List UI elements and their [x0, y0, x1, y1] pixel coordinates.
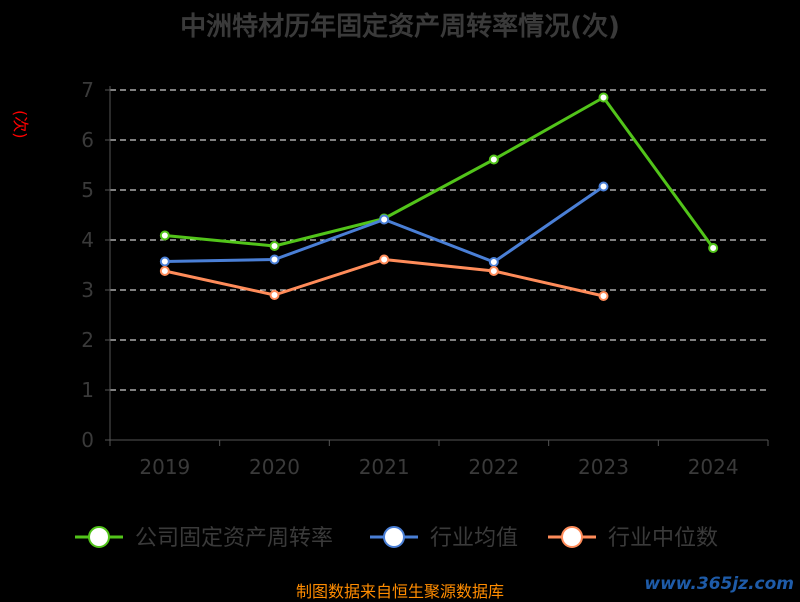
data-source-note: 制图数据来自恒生聚源数据库 — [295, 582, 504, 601]
y-tick-label: 5 — [81, 178, 94, 202]
x-tick-label: 2019 — [139, 455, 190, 479]
y-tick-label: 4 — [81, 228, 94, 252]
data-point — [598, 291, 609, 301]
data-point — [269, 290, 280, 300]
series-line — [164, 258, 604, 298]
legend-marker — [561, 526, 583, 548]
watermark: www.365jz.com — [644, 574, 794, 594]
x-tick-label: 2024 — [688, 455, 739, 479]
x-tick-label: 2021 — [359, 455, 410, 479]
data-point — [269, 241, 280, 251]
y-tick-label: 0 — [81, 428, 94, 452]
data-point — [598, 92, 609, 103]
data-point — [598, 181, 609, 192]
data-point — [159, 230, 170, 241]
data-point — [488, 154, 499, 165]
data-point — [708, 243, 719, 253]
data-point — [379, 254, 390, 265]
x-tick-label: 2023 — [578, 455, 629, 479]
x-tick-label: 2022 — [468, 455, 519, 479]
data-point — [488, 266, 499, 276]
y-tick-label: 6 — [81, 128, 94, 152]
y-tick-label: 3 — [81, 278, 94, 302]
legend-label: 公司固定资产周转率 — [135, 526, 333, 551]
legend-label: 行业均值 — [430, 526, 518, 551]
x-tick-label: 2020 — [249, 455, 300, 479]
y-tick-label: 7 — [81, 78, 94, 102]
legend-marker — [383, 526, 405, 548]
legend-marker — [88, 526, 110, 548]
chart-title: 中洲特材历年固定资产周转率情况(次) — [180, 12, 620, 42]
y-tick-label: 1 — [81, 378, 94, 402]
data-point — [269, 254, 280, 265]
legend-label: 行业中位数 — [608, 526, 718, 551]
data-point — [159, 266, 170, 276]
data-point — [488, 257, 499, 267]
data-point — [379, 214, 390, 225]
data-point — [159, 256, 170, 267]
series-line — [164, 96, 715, 249]
y-tick-label: 2 — [81, 328, 94, 352]
